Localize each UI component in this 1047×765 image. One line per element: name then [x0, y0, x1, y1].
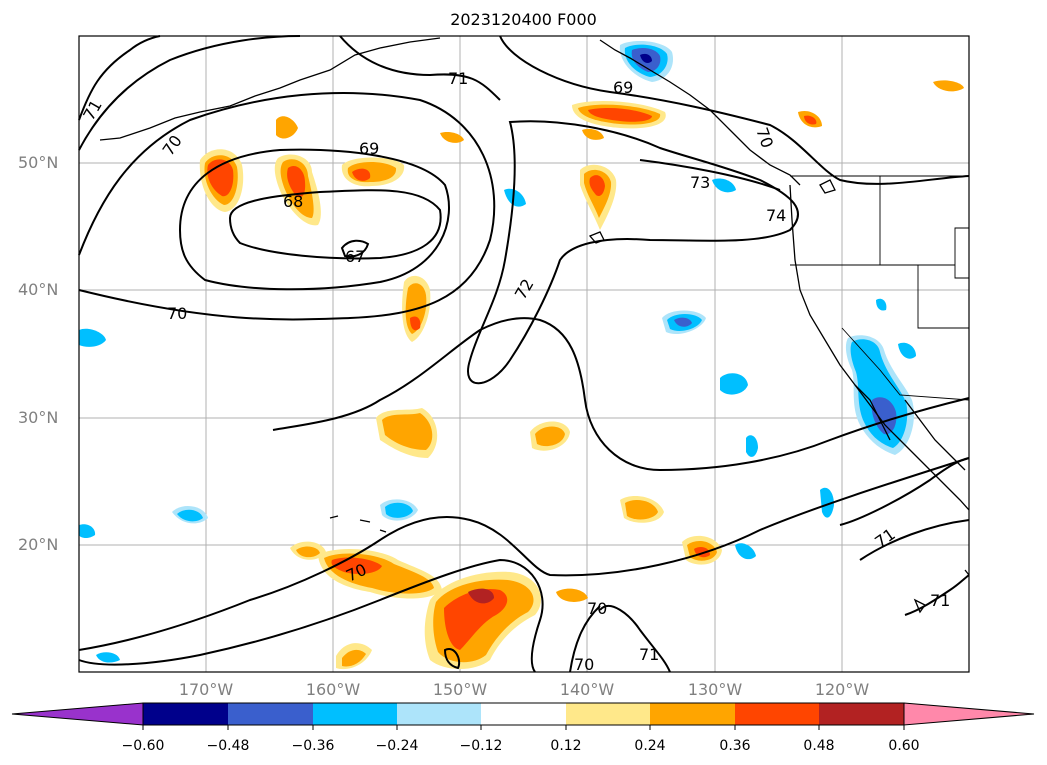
warm-blob [588, 108, 652, 122]
colorbar-tick-label: 0.36 [719, 738, 751, 754]
warm-blob [440, 131, 464, 143]
colorbar-segment [650, 703, 735, 725]
lon-label-120w: 120°W [814, 680, 870, 699]
colorbar-tick-label: 0.48 [803, 738, 835, 754]
warm-blob [535, 426, 565, 447]
contour-label: 71 [871, 525, 899, 552]
colorbar-tick-label: −0.36 [291, 738, 335, 754]
cool-blob [79, 524, 96, 539]
warm-blob [804, 115, 817, 125]
colorbar-segment [143, 703, 228, 725]
colorbar-segment [566, 703, 650, 725]
warm-blob [556, 588, 588, 602]
cool-blob [504, 188, 526, 207]
cool-blob [735, 543, 756, 560]
contour-label: 69 [359, 139, 379, 158]
borders [790, 175, 970, 401]
cool-blob [674, 317, 692, 327]
islands [329, 179, 970, 614]
colorbar-tick-label: 0.24 [634, 738, 666, 754]
cool-blob [385, 502, 413, 518]
cool-blob [746, 435, 758, 457]
warm-blob [468, 588, 494, 604]
contour-label: 73 [690, 173, 710, 192]
contour-label: 71 [930, 591, 950, 610]
colorbar-segment [819, 703, 904, 725]
colorbar-tick-label: −0.24 [375, 738, 419, 754]
colorbar-extend-high [903, 702, 1035, 726]
colorbar-tick-label: 0.12 [550, 738, 582, 754]
contour-label: 67 [345, 247, 365, 266]
warm-blob [342, 649, 366, 667]
warm-blob [589, 175, 605, 196]
cool-blob [79, 328, 106, 347]
gridlines [79, 36, 969, 672]
contour-label: 70 [167, 304, 187, 323]
colorbar-tick-label: −0.60 [121, 738, 165, 754]
lon-label-140w: 140°W [559, 680, 615, 699]
colorbar-segment [397, 703, 481, 725]
colorbar-segment [735, 703, 819, 725]
cool-anomalies [79, 40, 916, 663]
cool-blob [871, 397, 897, 435]
coastlines [99, 37, 970, 511]
warm-blob [276, 116, 298, 139]
cool-blob [96, 652, 120, 663]
colorbar-segment [481, 703, 566, 725]
colorbar-segment [313, 703, 397, 725]
colorbar-tick-label: 0.60 [888, 738, 920, 754]
warm-blob [287, 165, 306, 198]
colorbar [11, 702, 1035, 730]
lon-label-150w: 150°W [432, 680, 488, 699]
warm-blob [296, 546, 320, 558]
contour-label: 71 [79, 97, 106, 124]
contour-label: 70 [574, 655, 594, 674]
warm-blob [625, 500, 658, 520]
lat-label-50n: 50°N [18, 153, 59, 172]
contour-label: 71 [448, 69, 468, 88]
warm-blob [382, 413, 433, 450]
lat-label-40n: 40°N [18, 280, 59, 299]
contour-label: 70 [587, 599, 607, 618]
cool-blob [820, 487, 834, 518]
height-contours [78, 35, 970, 673]
contour-label: 72 [511, 276, 538, 303]
warm-anomalies [199, 80, 964, 670]
warm-blob [444, 588, 508, 650]
cool-blob [177, 509, 203, 522]
lon-label-130w: 130°W [687, 680, 743, 699]
warm-blob [582, 128, 604, 140]
colorbar-extend-low [11, 702, 144, 726]
warm-blob [352, 168, 371, 181]
contour-label: 70 [752, 125, 777, 151]
contour-label: 74 [766, 206, 786, 225]
cool-blob [720, 373, 748, 395]
colorbar-tick-label: −0.48 [206, 738, 250, 754]
contour-label: 71 [639, 645, 659, 664]
colorbar-tick-label: −0.12 [459, 738, 503, 754]
warm-blob [410, 316, 421, 331]
cool-blob [712, 178, 736, 193]
lon-label-160w: 160°W [305, 680, 361, 699]
cool-blob [876, 298, 887, 311]
map-title: 2023120400 F000 [450, 10, 597, 29]
contour-label: 68 [283, 192, 303, 211]
map-frame [78, 35, 970, 673]
lat-label-20n: 20°N [18, 535, 59, 554]
lon-label-170w: 170°W [178, 680, 234, 699]
cool-blob [898, 342, 916, 359]
warm-blob [933, 80, 964, 92]
cool-blob [640, 53, 652, 63]
lat-label-30n: 30°N [18, 408, 59, 427]
contour-label: 69 [613, 78, 633, 97]
colorbar-segment [228, 703, 313, 725]
